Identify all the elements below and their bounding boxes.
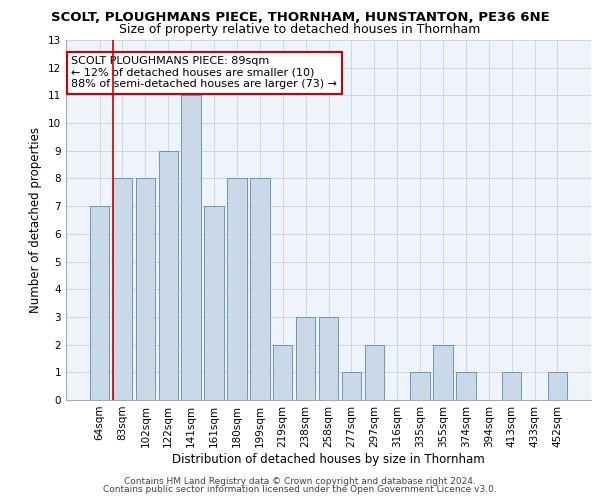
Y-axis label: Number of detached properties: Number of detached properties — [29, 127, 43, 313]
Bar — [341, 372, 361, 400]
Bar — [113, 178, 132, 400]
Bar — [456, 372, 476, 400]
Bar — [296, 317, 316, 400]
Text: Contains public sector information licensed under the Open Government Licence v3: Contains public sector information licen… — [103, 484, 497, 494]
Bar — [181, 96, 201, 400]
Bar — [410, 372, 430, 400]
Bar — [319, 317, 338, 400]
Bar — [250, 178, 269, 400]
Bar — [158, 151, 178, 400]
X-axis label: Distribution of detached houses by size in Thornham: Distribution of detached houses by size … — [172, 452, 485, 466]
Text: Contains HM Land Registry data © Crown copyright and database right 2024.: Contains HM Land Registry data © Crown c… — [124, 477, 476, 486]
Bar — [273, 344, 292, 400]
Bar — [205, 206, 224, 400]
Text: Size of property relative to detached houses in Thornham: Size of property relative to detached ho… — [119, 22, 481, 36]
Bar — [502, 372, 521, 400]
Bar — [548, 372, 567, 400]
Text: SCOLT, PLOUGHMANS PIECE, THORNHAM, HUNSTANTON, PE36 6NE: SCOLT, PLOUGHMANS PIECE, THORNHAM, HUNST… — [50, 11, 550, 24]
Text: SCOLT PLOUGHMANS PIECE: 89sqm
← 12% of detached houses are smaller (10)
88% of s: SCOLT PLOUGHMANS PIECE: 89sqm ← 12% of d… — [71, 56, 337, 90]
Bar — [90, 206, 109, 400]
Bar — [136, 178, 155, 400]
Bar — [365, 344, 384, 400]
Bar — [433, 344, 452, 400]
Bar — [227, 178, 247, 400]
